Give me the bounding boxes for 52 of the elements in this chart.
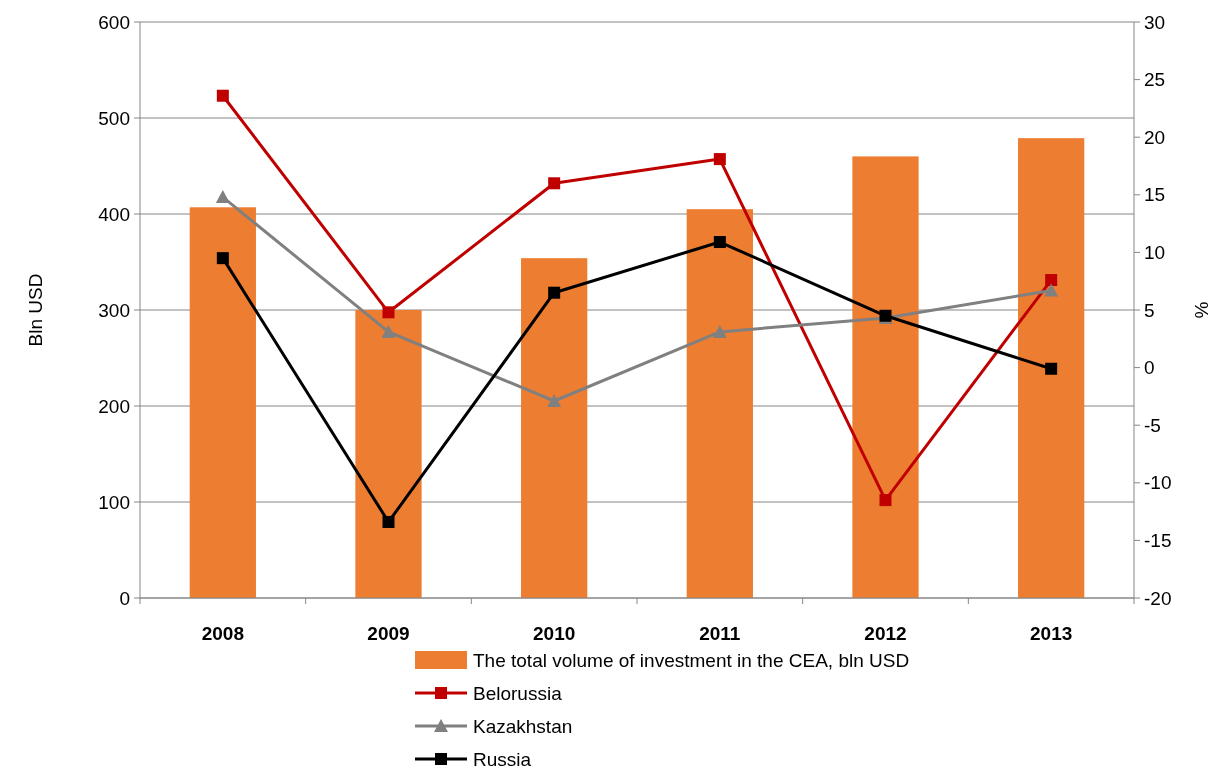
y-axis-title: Bln USD	[25, 273, 46, 347]
legend-label: Kazakhstan	[473, 715, 573, 737]
y2-axis-title: %	[1191, 301, 1212, 319]
y-tick-label: 0	[119, 587, 130, 609]
point	[548, 177, 561, 190]
point	[548, 286, 561, 299]
point	[1045, 362, 1058, 375]
legend-label: Russia	[473, 748, 532, 770]
y2-tick-label: -5	[1144, 414, 1161, 436]
bar	[189, 207, 256, 598]
point	[381, 324, 396, 338]
y2-tick-label: 25	[1144, 69, 1166, 91]
y2-tick-label: -15	[1144, 530, 1172, 552]
y-tick-label: 100	[98, 491, 130, 513]
bar	[355, 310, 422, 598]
y-tick-label: 400	[98, 203, 130, 225]
legend-label: Belorussia	[473, 682, 563, 704]
y2-tick-label: 5	[1144, 299, 1155, 321]
x-tick-label: 2009	[367, 623, 410, 644]
point	[713, 236, 726, 249]
bar	[521, 258, 588, 598]
y2-tick-label: -10	[1144, 472, 1172, 494]
point	[382, 515, 395, 528]
point	[216, 252, 229, 265]
bar	[1018, 138, 1085, 598]
y-tick-label: 300	[98, 299, 130, 321]
y2-tick-label: 15	[1144, 184, 1166, 206]
y2-tick-label: 20	[1144, 126, 1166, 148]
point	[215, 190, 230, 204]
bar	[686, 209, 753, 598]
y2-tick-label: 10	[1144, 242, 1166, 264]
point	[879, 494, 892, 507]
y-tick-label: 200	[98, 395, 130, 417]
y-tick-label: 600	[98, 11, 130, 33]
point	[712, 324, 727, 338]
point	[713, 153, 726, 166]
point	[1045, 274, 1058, 287]
x-tick-label: 2010	[533, 623, 576, 644]
x-tick-label: 2012	[864, 623, 907, 644]
point	[382, 306, 395, 319]
point	[216, 89, 229, 102]
point	[547, 394, 562, 408]
legend-label: The total volume of investment in the CEA, bln USD	[473, 649, 910, 671]
point	[1044, 283, 1059, 297]
x-tick-label: 2013	[1030, 623, 1073, 644]
y2-tick-label: -20	[1144, 587, 1172, 609]
y-tick-label: 500	[98, 107, 130, 129]
x-tick-label: 2011	[699, 623, 741, 644]
x-tick-label: 2008	[201, 623, 244, 644]
y2-tick-label: 0	[1144, 357, 1155, 379]
y2-tick-label: 30	[1144, 11, 1166, 33]
bar	[852, 156, 919, 598]
